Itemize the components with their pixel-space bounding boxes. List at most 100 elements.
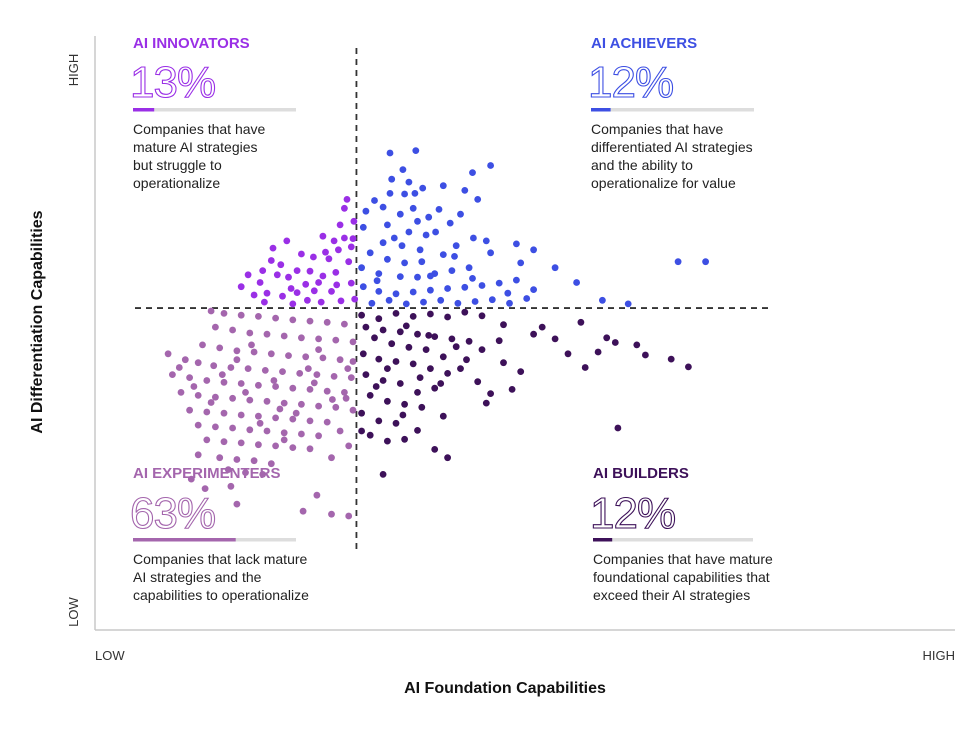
data-point-achievers: [444, 285, 451, 292]
data-point-builders: [422, 346, 430, 353]
data-point-experimenters: [263, 397, 271, 405]
data-point-experimenters: [233, 347, 241, 355]
data-point-achievers: [702, 258, 709, 266]
data-point-experimenters: [328, 454, 335, 462]
data-point-experimenters: [267, 350, 275, 358]
data-point-builders: [384, 397, 391, 405]
data-point-builders: [401, 400, 408, 408]
data-point-experimenters: [280, 332, 288, 340]
scatter-points: [164, 147, 709, 520]
data-point-experimenters: [323, 318, 331, 326]
x-tick-high: HIGH: [923, 648, 956, 663]
data-point-experimenters: [345, 512, 353, 520]
data-point-builders: [448, 335, 456, 343]
data-point-achievers: [359, 223, 367, 231]
data-point-experimenters: [298, 400, 305, 408]
data-point-builders: [414, 330, 421, 338]
quadrant-description-line: Companies that have mature: [593, 551, 773, 567]
data-point-experimenters: [336, 427, 344, 435]
quadrant-percent: 63%: [130, 489, 215, 538]
data-point-builders: [452, 343, 460, 351]
data-point-experimenters: [194, 392, 202, 399]
data-point-experimenters: [190, 383, 198, 390]
data-point-experimenters: [203, 436, 211, 444]
data-point-innovators: [298, 250, 305, 258]
data-point-experimenters: [296, 370, 304, 377]
data-point-builders: [392, 419, 400, 427]
data-point-experimenters: [323, 387, 331, 395]
data-point-builders: [418, 403, 426, 411]
data-point-experimenters: [186, 406, 194, 414]
data-point-achievers: [435, 206, 443, 213]
data-point-achievers: [523, 295, 531, 302]
data-point-experimenters: [177, 389, 185, 396]
data-point-innovators: [302, 280, 310, 288]
data-point-achievers: [390, 234, 398, 242]
data-point-innovators: [347, 279, 355, 287]
data-point-experimenters: [323, 418, 331, 426]
data-point-builders: [384, 365, 391, 372]
data-point-achievers: [368, 299, 376, 307]
data-point-innovators: [304, 296, 311, 304]
data-point-achievers: [439, 182, 447, 190]
data-point-experimenters: [233, 356, 241, 364]
data-point-builders: [685, 363, 692, 371]
data-point-builders: [581, 364, 589, 371]
data-point-experimenters: [304, 365, 312, 372]
data-point-experimenters: [270, 377, 278, 384]
data-point-experimenters: [207, 307, 215, 315]
data-point-experimenters: [267, 460, 275, 468]
data-point-experimenters: [272, 314, 279, 322]
data-point-experimenters: [280, 429, 288, 437]
data-point-experimenters: [298, 430, 305, 438]
data-point-achievers: [386, 190, 394, 197]
data-point-achievers: [399, 166, 407, 174]
data-point-experimenters: [229, 326, 237, 334]
data-point-achievers: [437, 296, 445, 304]
data-point-experimenters: [256, 419, 264, 427]
quadrant-description-line: AI strategies and the: [133, 569, 262, 585]
data-point-innovators: [328, 288, 335, 295]
data-point-builders: [478, 312, 486, 320]
data-point-builders: [530, 330, 537, 338]
data-point-experimenters: [261, 367, 269, 374]
data-point-experimenters: [194, 421, 202, 429]
data-point-builders: [401, 435, 408, 443]
data-point-experimenters: [347, 374, 355, 381]
data-point-builders: [358, 409, 365, 417]
data-point-builders: [439, 353, 447, 361]
data-point-experimenters: [255, 313, 262, 320]
data-point-builders: [431, 384, 439, 392]
data-point-experimenters: [203, 408, 211, 416]
data-point-achievers: [425, 213, 433, 221]
data-point-innovators: [335, 246, 342, 254]
data-point-achievers: [461, 187, 469, 194]
data-point-builders: [603, 334, 611, 342]
data-point-achievers: [427, 286, 434, 294]
data-point-innovators: [319, 272, 327, 280]
quadrant-description-line: capabilities to operationalize: [133, 587, 309, 603]
quadrant-description-line: Companies that have: [133, 121, 266, 137]
data-point-innovators: [310, 287, 318, 295]
quadrant-description-line: and the ability to: [591, 157, 693, 173]
data-point-innovators: [293, 267, 301, 274]
data-point-achievers: [409, 288, 417, 296]
data-point-builders: [392, 358, 400, 365]
data-point-achievers: [551, 264, 559, 272]
data-point-achievers: [405, 228, 413, 236]
data-point-innovators: [333, 281, 341, 289]
data-point-experimenters: [255, 441, 262, 449]
data-point-experimenters: [218, 371, 226, 378]
data-point-innovators: [256, 279, 264, 286]
data-point-achievers: [396, 273, 404, 280]
data-point-innovators: [283, 237, 291, 245]
data-point-innovators: [267, 257, 275, 264]
data-point-achievers: [384, 221, 391, 229]
data-point-experimenters: [306, 417, 314, 425]
data-point-innovators: [325, 255, 333, 263]
data-point-builders: [409, 360, 417, 368]
data-point-experimenters: [330, 373, 338, 380]
data-point-achievers: [448, 267, 456, 274]
data-point-experimenters: [237, 439, 245, 447]
